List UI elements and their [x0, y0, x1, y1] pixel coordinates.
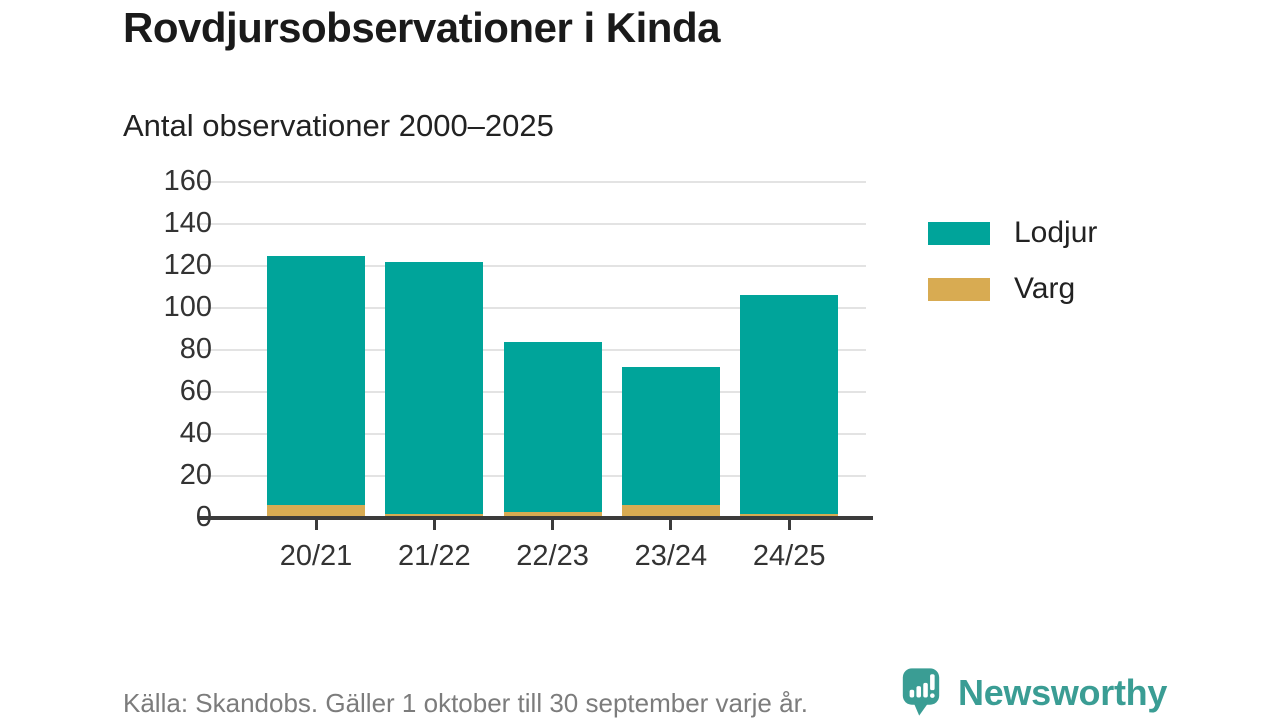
bar-24-25-lodjur [740, 295, 839, 514]
y-tick-label-20: 20 [179, 459, 212, 491]
legend-row-varg: Varg [928, 272, 1097, 306]
brand-lockup: Newsworthy [901, 665, 1167, 719]
bar-22-23-varg [503, 511, 602, 518]
x-tick-20-21 [314, 520, 318, 530]
x-tick-23-24 [669, 520, 673, 530]
y-tick-label-160: 160 [163, 165, 212, 197]
legend-label-varg: Varg [1014, 272, 1076, 305]
x-tick-24-25 [787, 520, 791, 530]
legend: Lodjur Varg [928, 216, 1097, 328]
bar-20-21-lodjur [267, 255, 365, 506]
bar-22-23-lodjur [503, 341, 602, 512]
x-tick-label-20-21: 20/21 [279, 540, 353, 572]
legend-swatch-lodjur [928, 221, 990, 245]
x-tick-label-24-25: 24/25 [752, 540, 826, 572]
bar-23-24-varg [621, 505, 720, 518]
x-tick-label-23-24: 23/24 [634, 540, 708, 572]
legend-label-lodjur: Lodjur [1014, 216, 1098, 249]
gridline-160 [199, 181, 866, 183]
legend-swatch-varg [928, 277, 990, 301]
gridline-140 [199, 223, 866, 225]
chart-subtitle: Antal observationer 2000–2025 [123, 108, 554, 143]
gridline-120 [199, 265, 866, 267]
bar-21-22-varg [385, 513, 484, 518]
chart-title: Rovdjursobservationer i Kinda [123, 4, 720, 51]
x-tick-label-22-23: 22/23 [516, 540, 589, 572]
bar-20-21-varg [267, 505, 365, 518]
bar-21-22-lodjur [385, 261, 484, 514]
source-note: Källa: Skandobs. Gäller 1 oktober till 3… [123, 688, 809, 718]
y-tick-label-60: 60 [179, 375, 212, 407]
newsworthy-logo-icon [902, 668, 940, 716]
gridline-100 [199, 307, 866, 309]
x-tick-21-22 [432, 520, 436, 530]
x-axis-line [199, 516, 873, 520]
legend-row-lodjur: Lodjur [928, 216, 1097, 250]
y-tick-label-80: 80 [179, 333, 212, 365]
x-tick-label-21-22: 21/22 [398, 540, 471, 572]
y-tick-label-100: 100 [163, 291, 212, 323]
bar-24-25-varg [740, 513, 839, 518]
bar-23-24-lodjur [621, 366, 720, 506]
y-tick-label-40: 40 [179, 417, 212, 449]
brand-name: Newsworthy [958, 672, 1168, 713]
x-tick-22-23 [551, 520, 555, 530]
y-tick-label-140: 140 [163, 207, 212, 239]
y-tick-label-0: 0 [102, 501, 212, 534]
y-tick-label-120: 120 [163, 249, 212, 281]
